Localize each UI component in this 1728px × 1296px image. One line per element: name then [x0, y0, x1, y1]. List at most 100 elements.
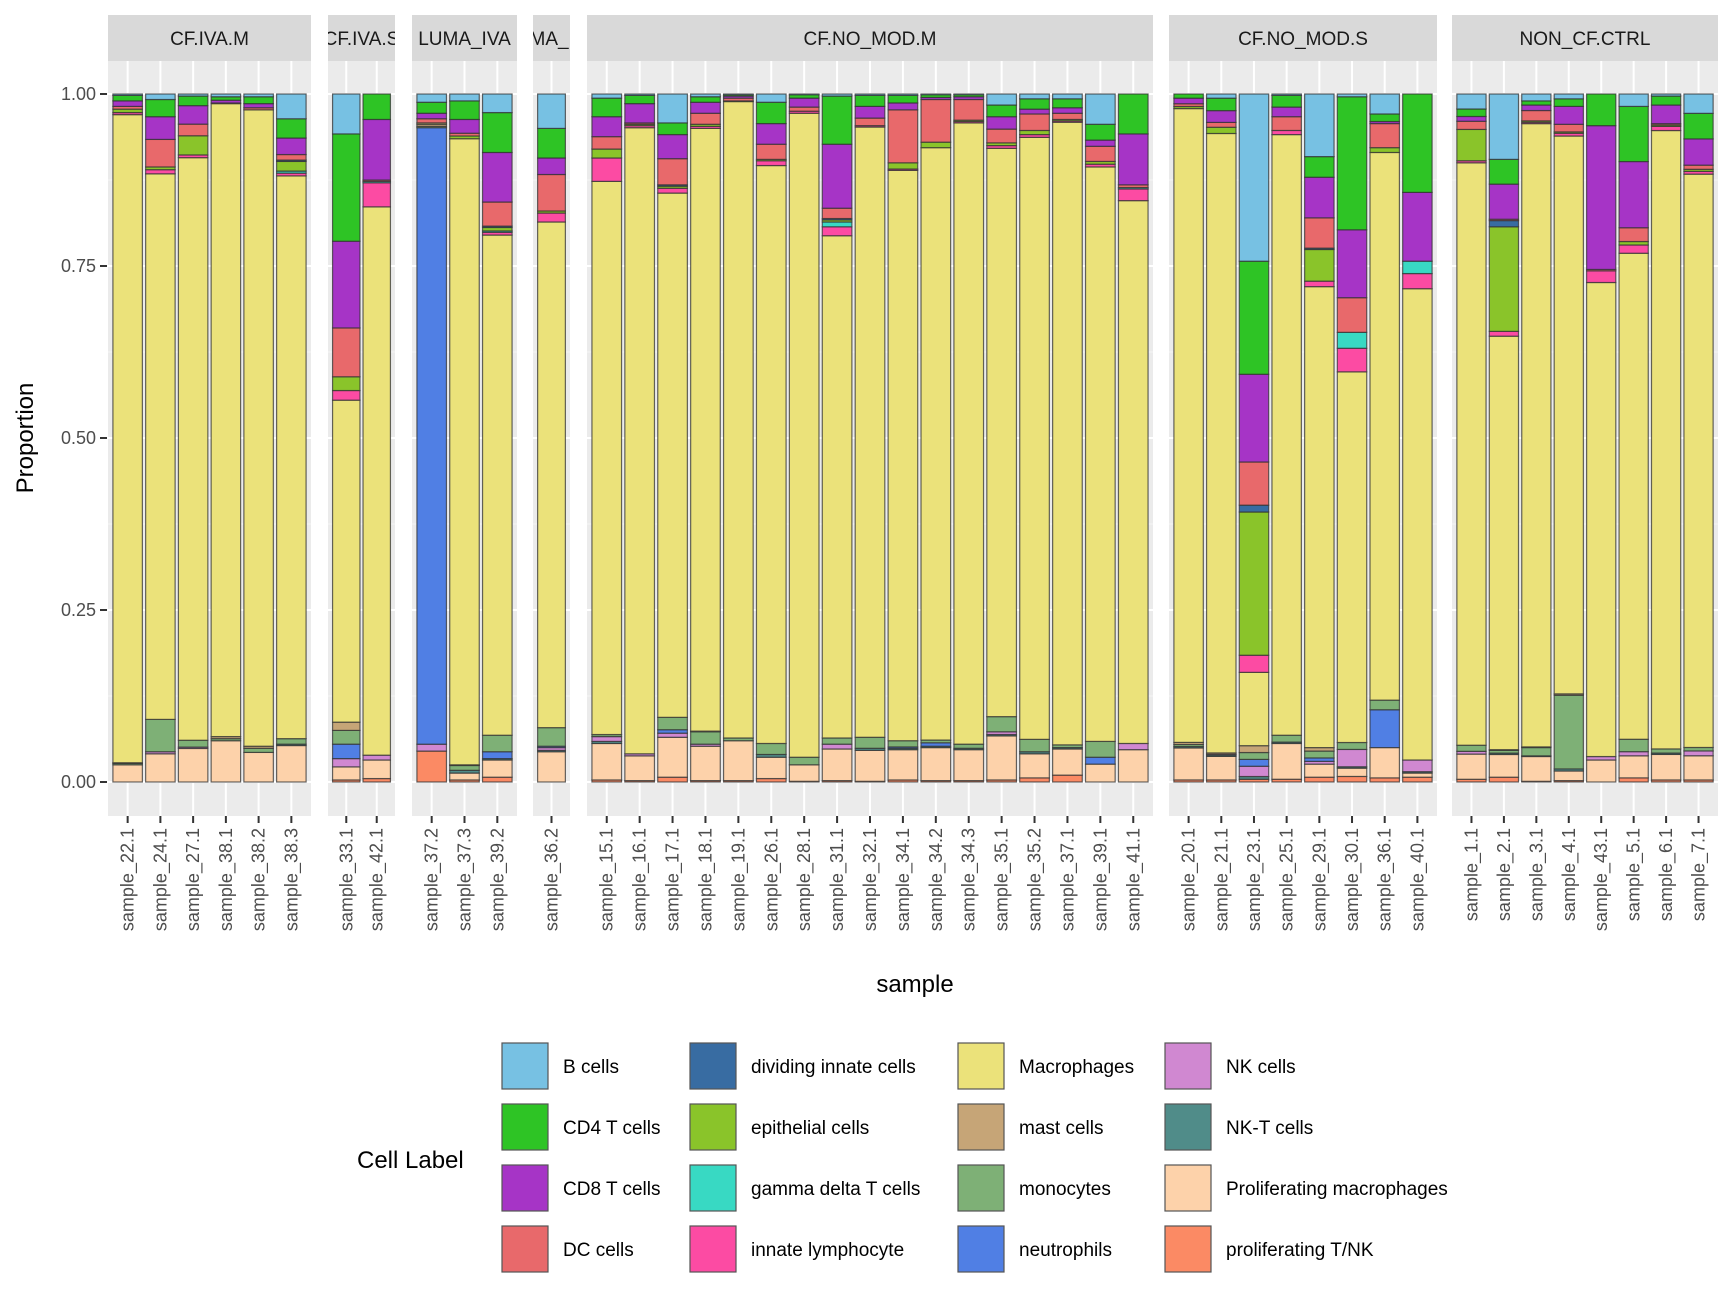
bar-segment: [1369, 777, 1401, 783]
bar-segment: [537, 727, 566, 747]
legend-item: innate lymphocyte: [689, 1225, 904, 1273]
bar-segment: [1117, 133, 1149, 186]
bar-segment: [1117, 742, 1149, 751]
stacked-bar: [1052, 93, 1083, 783]
facet-strip-label: CF.NO_MOD.M: [804, 29, 937, 50]
legend-key: [1164, 1103, 1212, 1151]
bar-segment: [1650, 753, 1682, 781]
bar-segment: [1238, 511, 1270, 656]
bar-segment: [331, 93, 361, 135]
bar-segment: [331, 399, 361, 723]
x-tick-label: sample_30.1: [1342, 828, 1363, 931]
bar-segment: [920, 147, 952, 741]
bar-segment: [1238, 93, 1270, 262]
bar-segment: [657, 192, 688, 718]
bar-segment: [1304, 776, 1335, 783]
legend-label: NK-T cells: [1226, 1118, 1313, 1139]
legend-key: [689, 1103, 737, 1151]
bar-segment: [537, 221, 566, 729]
legend-item: CD4 T cells: [501, 1103, 661, 1151]
bar-segment: [1683, 138, 1714, 166]
stacked-bar: [276, 93, 307, 783]
bar-segment: [887, 162, 919, 170]
bar-segment: [1238, 373, 1270, 463]
bar-segment: [243, 751, 274, 783]
legend-label: mast cells: [1019, 1118, 1103, 1139]
bar-segment: [1336, 347, 1368, 373]
bar-segment: [1238, 260, 1270, 375]
bar-segment: [362, 754, 392, 761]
bar-segment: [416, 743, 448, 752]
legend-key: [501, 1164, 549, 1212]
legend-key: [1164, 1042, 1212, 1090]
bar-segment: [1052, 774, 1083, 783]
bar-segment: [1052, 112, 1083, 121]
bar-segment: [331, 327, 361, 378]
x-tick-label: sample_2.1: [1494, 828, 1515, 921]
bar-segment: [145, 93, 176, 101]
bar-segment: [1052, 748, 1083, 776]
bar-segment: [331, 766, 361, 781]
x-tick-label: sample_34.3: [959, 828, 980, 931]
bar-segment: [1304, 763, 1335, 778]
y-axis-title: Proportion: [12, 383, 39, 494]
x-tick-label: sample_42.1: [367, 828, 388, 931]
stacked-bar: [416, 93, 448, 783]
stacked-bar: [1683, 93, 1714, 783]
bar-segment: [331, 758, 361, 768]
bar-segment: [591, 742, 623, 781]
bar-segment: [1650, 748, 1682, 754]
bar-segment: [1084, 166, 1116, 743]
stacked-bar: [920, 93, 952, 783]
bar-segment: [331, 743, 361, 760]
bar-segment: [276, 738, 307, 745]
bar-segment: [1084, 145, 1116, 163]
bar-segment: [1586, 93, 1617, 127]
bar-segment: [657, 716, 688, 731]
bar-segment: [537, 93, 566, 130]
bar-segment: [481, 734, 513, 753]
bar-segment: [537, 212, 566, 223]
facet-strip: [533, 15, 570, 61]
legend-label: Proliferating macrophages: [1226, 1179, 1448, 1200]
bar-segment: [276, 137, 307, 156]
bar-segment: [243, 93, 274, 98]
bar-segment: [854, 126, 886, 738]
bar-segment: [331, 376, 361, 392]
bar-segment: [1586, 125, 1617, 271]
stacked-bar: [1117, 93, 1149, 783]
bar-segment: [1304, 280, 1335, 288]
stacked-bar: [854, 93, 886, 783]
bar-segment: [1271, 94, 1302, 108]
x-tick-label: sample_37.3: [455, 828, 476, 931]
bar-segment: [1650, 104, 1682, 125]
bar-segment: [1238, 654, 1270, 673]
stacked-bar: [887, 93, 919, 783]
bar-segment: [416, 101, 448, 114]
x-tick-label: sample_20.1: [1179, 828, 1200, 931]
bar-segment: [1553, 694, 1584, 770]
bar-segment: [920, 93, 952, 96]
bar-segment: [986, 104, 1018, 118]
bar-segment: [722, 93, 754, 96]
bar-segment: [112, 114, 143, 764]
bar-segment: [591, 148, 623, 159]
bar-segment: [690, 127, 721, 732]
facet-strip: [412, 15, 517, 61]
bar-segment: [788, 93, 820, 96]
bar-segment: [362, 206, 392, 756]
bar-segment: [986, 147, 1018, 718]
x-tick-label: sample_29.1: [1309, 828, 1330, 931]
bar-segment: [1336, 748, 1368, 768]
x-tick-label: sample_25.1: [1277, 828, 1298, 931]
bar-segment: [177, 105, 209, 125]
bar-segment: [1205, 93, 1237, 99]
stacked-bar: [112, 93, 143, 783]
facet-panel: NON_CF.CTRL sample_1.1 sample_2.1 sample_3.…: [1452, 15, 1718, 931]
bar-segment: [821, 748, 853, 782]
bar-segment: [1521, 755, 1552, 782]
x-tick-label: sample_24.1: [150, 828, 171, 931]
bar-segment: [657, 133, 688, 160]
bar-segment: [821, 207, 853, 220]
x-tick-label: sample_37.2: [422, 828, 443, 931]
